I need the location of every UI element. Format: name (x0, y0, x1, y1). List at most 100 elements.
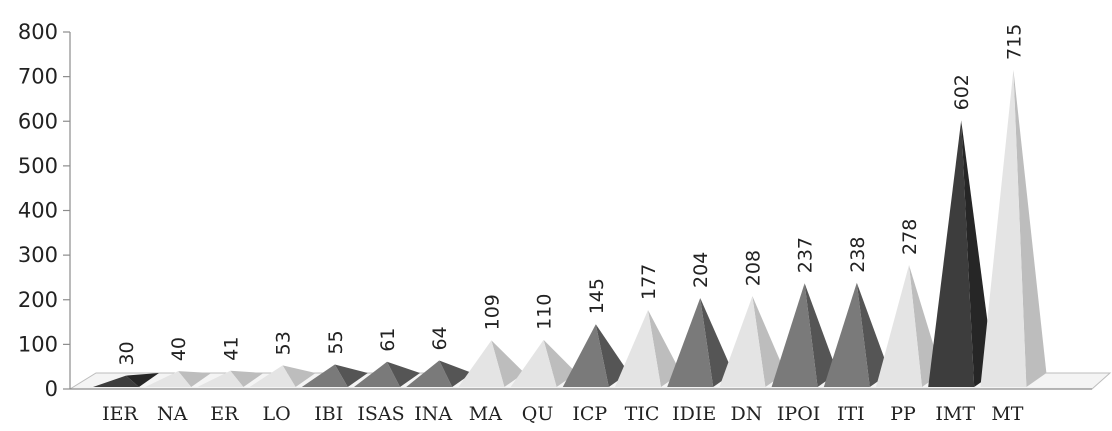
bar-idie (667, 297, 734, 387)
y-tick-label: 100 (18, 332, 58, 356)
x-tick-label: IER (102, 403, 138, 425)
pyramid-front-face (562, 324, 609, 387)
bar-ma (458, 340, 525, 387)
pyramid-front-face (928, 120, 975, 388)
pyramid-front-face (876, 264, 922, 387)
pyramid-side-face (1013, 69, 1047, 388)
data-label: 110 (534, 294, 556, 330)
data-label: 237 (795, 237, 817, 273)
pyramid-front-face (823, 282, 870, 387)
pyramid-front-face (145, 371, 192, 387)
data-label: 204 (690, 252, 712, 288)
bar-qu (510, 339, 577, 387)
bar-mt (980, 69, 1047, 388)
pyramid-side-face (282, 365, 316, 387)
x-tick-label: TIC (625, 403, 660, 425)
bar-ina (406, 360, 473, 387)
bar-er (197, 370, 264, 387)
data-label: 278 (899, 219, 921, 255)
x-tick-label: INA (414, 403, 452, 425)
data-labels: 30 40 41 53 55 61 64 109 110 145 177 204 208 237 238 27… (116, 24, 1025, 366)
x-tick-label: MA (469, 403, 502, 425)
x-tick-label: ER (210, 403, 239, 425)
y-tick-label: 600 (18, 109, 58, 133)
x-tick-label: IPOI (777, 403, 820, 425)
x-tick-label: DN (730, 403, 762, 425)
bar-iti (823, 282, 890, 387)
bar-isas (354, 361, 420, 387)
data-label: 602 (951, 74, 973, 110)
pyramid-side-face (752, 296, 786, 387)
pyramid-side-face (230, 370, 264, 387)
bar-ibi (301, 364, 368, 387)
data-label: 30 (116, 341, 138, 365)
y-axis: 0 100 200 300 400 500 600 700 800 (18, 20, 1092, 401)
bar-na (145, 371, 212, 387)
y-tick-label: 0 (45, 377, 58, 401)
x-tick-label: ICP (572, 403, 607, 425)
x-tick-label: NA (157, 403, 188, 425)
data-label: 53 (273, 331, 295, 355)
pyramid-side-face (126, 373, 159, 387)
x-tick-label: LO (262, 403, 290, 425)
x-axis: IER NA ER LO IBI ISAS INA MA QU ICP TIC IDIE DN IPOI I… (102, 403, 1024, 425)
pyramid-front-face (197, 370, 244, 387)
pyramid-front-face (354, 361, 400, 387)
pyramid-side-face (804, 283, 838, 387)
x-tick-label: MT (991, 403, 1023, 425)
pyramid-side-face (334, 364, 368, 387)
y-tick-label: 800 (18, 20, 58, 44)
pyramid-front-face (771, 283, 818, 387)
data-label: 177 (638, 264, 660, 300)
data-label: 40 (168, 337, 190, 361)
data-label: 41 (220, 337, 242, 361)
bar-series (93, 69, 1047, 388)
data-label: 715 (1003, 24, 1025, 60)
pyramid-side-face (387, 361, 420, 387)
pyramid-side-face (491, 340, 525, 387)
x-tick-label: IBI (314, 403, 343, 425)
pyramid-side-face (439, 360, 473, 387)
pyramid-front-face (458, 340, 505, 387)
pyramid-side-face (595, 324, 629, 387)
bar-dn (719, 296, 786, 387)
pyramid-front-face (93, 375, 139, 387)
pyramid-front-face (615, 310, 661, 387)
bar-ipoi (771, 283, 838, 387)
bar-ier (93, 373, 159, 387)
pyramid-front-face (301, 364, 348, 387)
pyramid-side-face (961, 120, 995, 388)
data-label: 55 (325, 330, 347, 354)
data-label: 61 (377, 328, 399, 352)
x-tick-label: ITI (837, 403, 865, 425)
x-tick-label: PP (890, 403, 916, 425)
data-label: 109 (481, 294, 503, 330)
pyramid-front-face (406, 360, 453, 387)
data-label: 64 (429, 326, 451, 350)
x-tick-label: ISAS (357, 403, 404, 425)
pyramid-side-face (700, 297, 734, 387)
x-tick-label: IDIE (672, 403, 716, 425)
y-tick-label: 700 (18, 65, 58, 89)
y-tick-label: 500 (18, 154, 58, 178)
bar-tic (615, 310, 681, 387)
y-tick-label: 400 (18, 199, 58, 223)
pyramid-side-face (178, 371, 212, 387)
bar-imt (928, 120, 995, 388)
y-tick-label: 300 (18, 243, 58, 267)
pyramid-side-face (648, 310, 681, 387)
pyramid-front-face (510, 339, 557, 387)
pyramid-front-face (719, 296, 766, 387)
pyramid-front-face (249, 365, 296, 387)
data-label: 238 (847, 237, 869, 273)
x-tick-label: IMT (935, 403, 975, 425)
pyramid-side-face (856, 282, 890, 387)
pyramid-front-face (667, 297, 714, 387)
x-tick-label: QU (522, 403, 554, 425)
data-label: 145 (586, 278, 608, 314)
bar-icp (562, 324, 629, 387)
pyramid-side-face (543, 339, 577, 387)
pyramid-front-face (980, 69, 1027, 388)
